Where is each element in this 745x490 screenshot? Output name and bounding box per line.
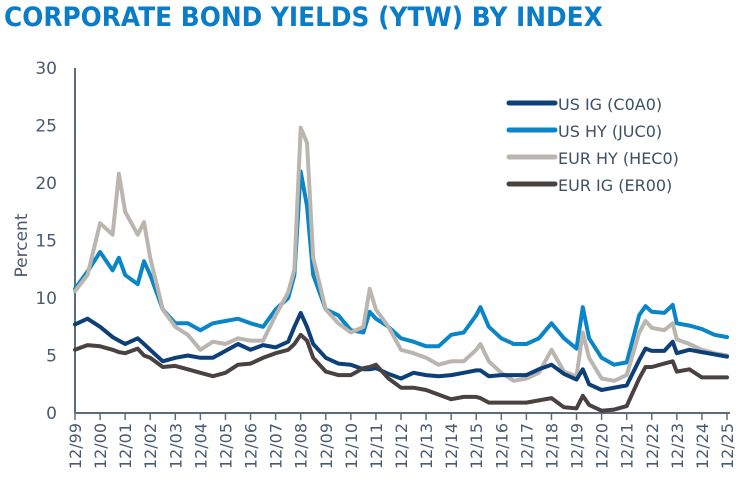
legend-label: EUR HY (HEC0) bbox=[558, 149, 679, 168]
x-tick-label: 12/08 bbox=[292, 423, 311, 469]
legend-label: US IG (C0A0) bbox=[558, 95, 662, 114]
y-tick-label: 5 bbox=[46, 347, 57, 367]
y-tick-label: 20 bbox=[35, 174, 57, 194]
x-tick-label: 12/11 bbox=[367, 423, 386, 469]
legend-label: US HY (JUC0) bbox=[558, 122, 662, 141]
x-tick-label: 12/10 bbox=[342, 423, 361, 469]
x-tick-label: 12/06 bbox=[242, 423, 261, 469]
x-tick-label: 12/02 bbox=[141, 423, 160, 469]
series-line-eur-ig-er00 bbox=[73, 332, 729, 413]
x-tick-label: 12/03 bbox=[166, 423, 185, 469]
y-axis-label: Percent bbox=[12, 213, 32, 277]
x-tick-label: 12/24 bbox=[693, 423, 712, 469]
x-tick-label: 12/19 bbox=[568, 423, 587, 469]
x-tick-label: 12/14 bbox=[442, 423, 461, 469]
y-tick-label: 15 bbox=[35, 232, 57, 252]
x-tick-label: 12/01 bbox=[116, 423, 135, 469]
x-tick-label: 12/13 bbox=[417, 423, 436, 469]
chart-title: CORPORATE BOND YIELDS (YTW) BY INDEX bbox=[4, 2, 603, 33]
y-tick-label: 25 bbox=[35, 117, 57, 137]
x-tick-label: 12/00 bbox=[91, 423, 110, 469]
x-tick-label: 12/17 bbox=[517, 423, 536, 469]
legend-label: EUR IG (ER00) bbox=[558, 176, 672, 195]
x-tick-label: 12/16 bbox=[492, 423, 511, 469]
x-tick-label: 12/25 bbox=[718, 423, 737, 469]
x-tick-label: 12/05 bbox=[216, 423, 235, 469]
y-tick-label: 0 bbox=[46, 404, 57, 424]
x-tick-label: 12/20 bbox=[593, 423, 612, 469]
series-line-us-hy-juc0 bbox=[73, 169, 729, 367]
x-tick-label: 12/22 bbox=[643, 423, 662, 469]
y-tick-label: 30 bbox=[35, 59, 57, 79]
x-tick-label: 12/18 bbox=[542, 423, 561, 469]
x-tick-label: 12/15 bbox=[467, 423, 486, 469]
x-tick-label: 12/04 bbox=[191, 423, 210, 469]
y-tick-label: 10 bbox=[35, 289, 57, 309]
series-line-us-ig-c0a0 bbox=[73, 310, 729, 392]
x-tick-label: 12/09 bbox=[317, 423, 336, 469]
series-line-eur-hy-hec0 bbox=[73, 125, 729, 383]
x-tick-label: 12/99 bbox=[66, 423, 85, 469]
x-tick-label: 12/07 bbox=[267, 423, 286, 469]
x-tick-label: 12/23 bbox=[668, 423, 687, 469]
x-tick-label: 12/12 bbox=[392, 423, 411, 469]
x-tick-label: 12/21 bbox=[618, 423, 637, 469]
